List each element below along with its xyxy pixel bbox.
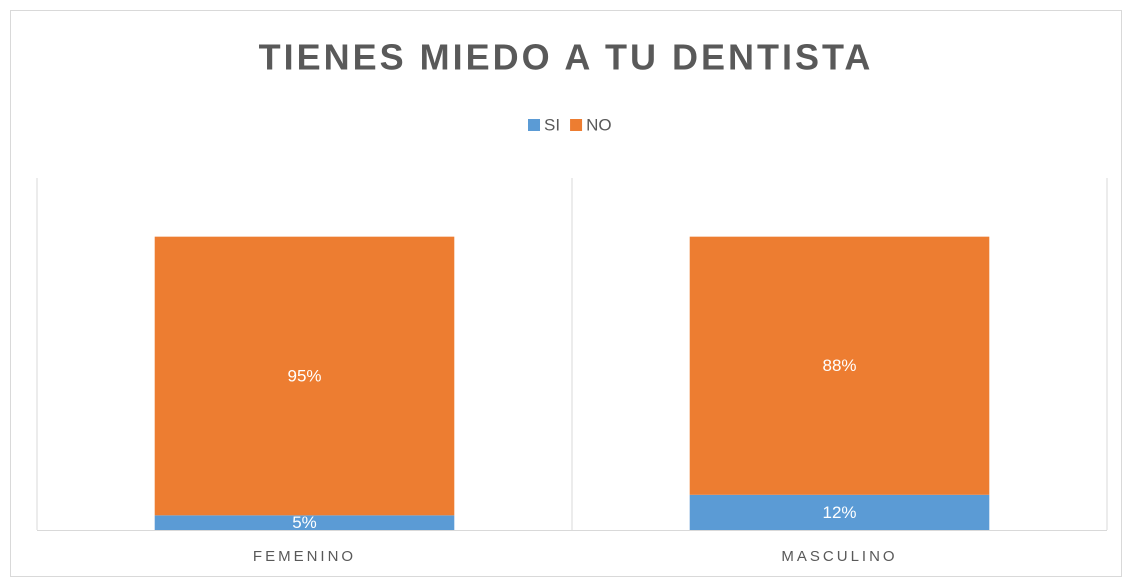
legend-swatch xyxy=(570,119,583,131)
bar-segment xyxy=(154,236,455,516)
data-label: 95% xyxy=(287,366,321,385)
legend-swatch xyxy=(528,119,540,131)
x-tick-label: FEMENINO xyxy=(253,548,356,565)
baseline-mask xyxy=(37,530,1107,549)
bar-segment xyxy=(154,515,455,530)
data-label: 88% xyxy=(822,356,856,375)
chart-title: TIENES MIEDO A TU DENTISTA xyxy=(259,37,874,78)
legend-label: NO xyxy=(586,115,612,134)
data-label: 12% xyxy=(822,503,856,522)
legend-label: SI xyxy=(544,115,560,134)
x-tick-label: MASCULINO xyxy=(781,548,897,565)
bar-segment xyxy=(689,494,990,530)
bar-segment xyxy=(689,236,990,495)
data-label: 5% xyxy=(292,513,317,532)
